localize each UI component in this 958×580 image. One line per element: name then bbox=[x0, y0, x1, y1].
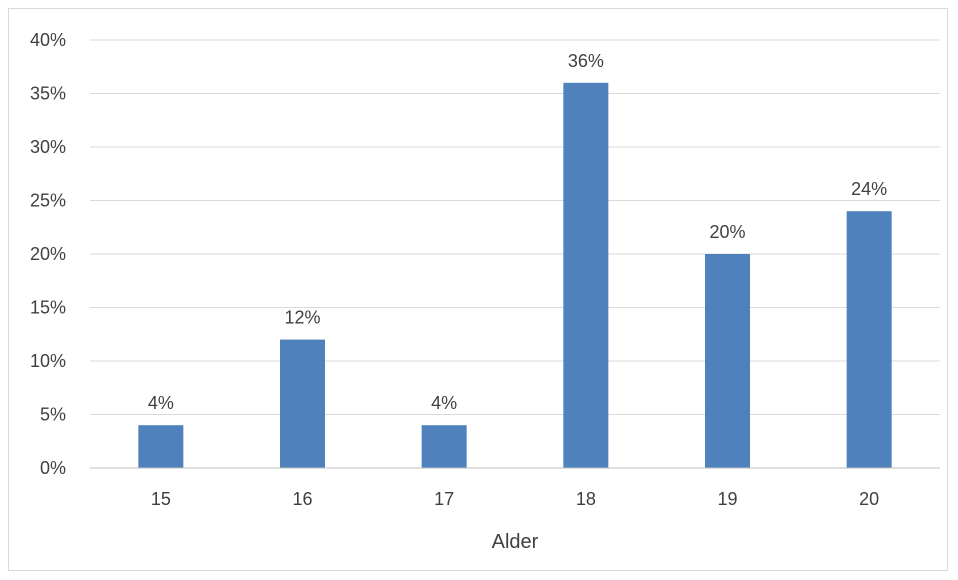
data-labels: 4% 12% 4% 36% 20% 24% bbox=[148, 51, 887, 413]
bar-18 bbox=[563, 82, 609, 469]
y-tick-label: 35% bbox=[30, 84, 66, 104]
x-tick-label-15: 15 bbox=[151, 489, 171, 509]
y-tick-label: 10% bbox=[30, 351, 66, 371]
data-label-15: 4% bbox=[148, 393, 174, 413]
y-tick-label: 0% bbox=[40, 458, 66, 478]
x-tick-label-16: 16 bbox=[292, 489, 312, 509]
x-tick-label-17: 17 bbox=[434, 489, 454, 509]
x-axis-ticks: 15 16 17 18 19 20 bbox=[151, 489, 879, 509]
y-tick-label: 15% bbox=[30, 298, 66, 318]
data-label-17: 4% bbox=[431, 393, 457, 413]
bar-17 bbox=[421, 425, 467, 468]
y-tick-label: 5% bbox=[40, 405, 66, 425]
gridlines bbox=[90, 39, 940, 415]
y-tick-label: 25% bbox=[30, 191, 66, 211]
bar-20 bbox=[846, 211, 892, 468]
data-label-16: 12% bbox=[284, 308, 320, 328]
x-tick-label-19: 19 bbox=[717, 489, 737, 509]
y-tick-label: 40% bbox=[30, 30, 66, 50]
x-tick-label-18: 18 bbox=[576, 489, 596, 509]
bar-16 bbox=[280, 339, 325, 468]
y-tick-label: 30% bbox=[30, 137, 66, 157]
y-tick-label: 20% bbox=[30, 244, 66, 264]
data-label-20: 24% bbox=[851, 179, 887, 199]
bars bbox=[138, 82, 892, 469]
bar-15 bbox=[138, 425, 184, 468]
x-tick-label-20: 20 bbox=[859, 489, 879, 509]
data-label-18: 36% bbox=[568, 51, 604, 71]
data-label-19: 20% bbox=[709, 222, 745, 242]
chart-frame bbox=[8, 8, 948, 571]
x-axis-title: Alder bbox=[492, 531, 539, 553]
y-axis-ticks: 0% 5% 10% 15% 20% 25% 30% 35% 40% bbox=[30, 30, 66, 478]
bar-19 bbox=[705, 254, 750, 468]
